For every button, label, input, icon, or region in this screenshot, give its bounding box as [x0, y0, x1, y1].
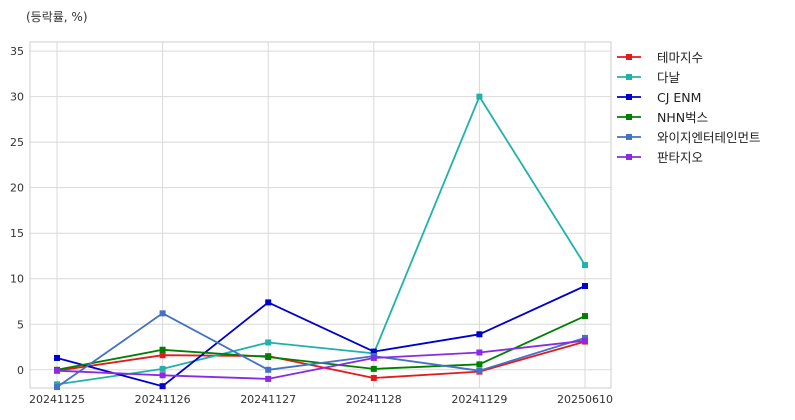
legend-label: CJ ENM — [657, 90, 701, 105]
legend-item: NHN벅스 — [617, 110, 708, 125]
legend-item: 와이지엔터테인먼트 — [617, 130, 761, 145]
legend-swatch-marker — [626, 54, 632, 60]
data-point — [159, 383, 166, 390]
data-point — [582, 337, 588, 344]
plot-area — [29, 41, 612, 389]
legend-label: NHN벅스 — [657, 110, 708, 125]
data-point — [582, 283, 588, 290]
legend-item: 다날 — [617, 70, 681, 85]
data-point — [476, 331, 483, 338]
data-point — [582, 313, 588, 320]
data-point — [265, 299, 272, 306]
data-point — [265, 354, 272, 361]
data-point — [476, 367, 483, 374]
y-tick-label: 10 — [10, 273, 24, 286]
legend-label: 와이지엔터테인먼트 — [657, 130, 761, 145]
legend-item: 판타지오 — [617, 150, 703, 165]
legend-item: CJ ENM — [617, 90, 701, 105]
data-point — [370, 354, 377, 361]
data-point — [159, 352, 166, 359]
x-tick-label: 20250610 — [557, 393, 613, 406]
data-point — [159, 372, 166, 379]
series-6 — [54, 337, 588, 382]
data-point — [54, 367, 60, 374]
series-3 — [54, 283, 588, 390]
y-tick-label: 5 — [17, 318, 24, 331]
y-tick-label: 0 — [17, 364, 24, 377]
legend-swatch-marker — [626, 114, 632, 120]
legend-item: 테마지수 — [617, 50, 703, 65]
data-point — [370, 374, 377, 381]
legend-swatch-marker — [626, 74, 632, 80]
data-point — [582, 262, 588, 269]
data-point — [370, 365, 377, 372]
data-point — [370, 348, 377, 355]
unit-label: (등락률, %) — [26, 10, 88, 24]
data-point — [159, 310, 166, 317]
series-line — [56, 339, 586, 380]
data-point — [265, 366, 272, 373]
y-tick-label: 15 — [10, 227, 24, 240]
y-tick-label: 25 — [10, 136, 24, 149]
y-tick-label: 20 — [10, 182, 24, 195]
series-line — [56, 95, 586, 386]
y-tick-label: 35 — [10, 45, 24, 58]
data-point — [159, 365, 166, 372]
series-line — [56, 285, 586, 388]
legend-label: 다날 — [657, 70, 681, 85]
legend-swatch-marker — [626, 154, 632, 160]
legend-swatch-marker — [626, 134, 632, 140]
data-point — [476, 361, 483, 368]
data-point — [265, 339, 272, 346]
x-tick-label: 20241127 — [240, 393, 296, 406]
data-point — [159, 346, 166, 353]
y-tick-label: 30 — [10, 91, 24, 104]
data-point — [476, 93, 483, 100]
legend-label: 판타지오 — [657, 150, 703, 165]
data-point — [476, 349, 483, 356]
x-tick-label: 20241129 — [451, 393, 507, 406]
x-tick-label: 20241126 — [135, 393, 191, 406]
series-line — [56, 312, 586, 388]
x-tick-label: 20241128 — [346, 393, 402, 406]
legend-label: 테마지수 — [657, 50, 703, 65]
data-point — [54, 354, 60, 361]
series-line — [56, 340, 586, 379]
legend-swatch-marker — [626, 94, 632, 100]
data-point — [265, 375, 272, 382]
data-point — [54, 384, 60, 391]
x-tick-label: 20241125 — [29, 393, 85, 406]
